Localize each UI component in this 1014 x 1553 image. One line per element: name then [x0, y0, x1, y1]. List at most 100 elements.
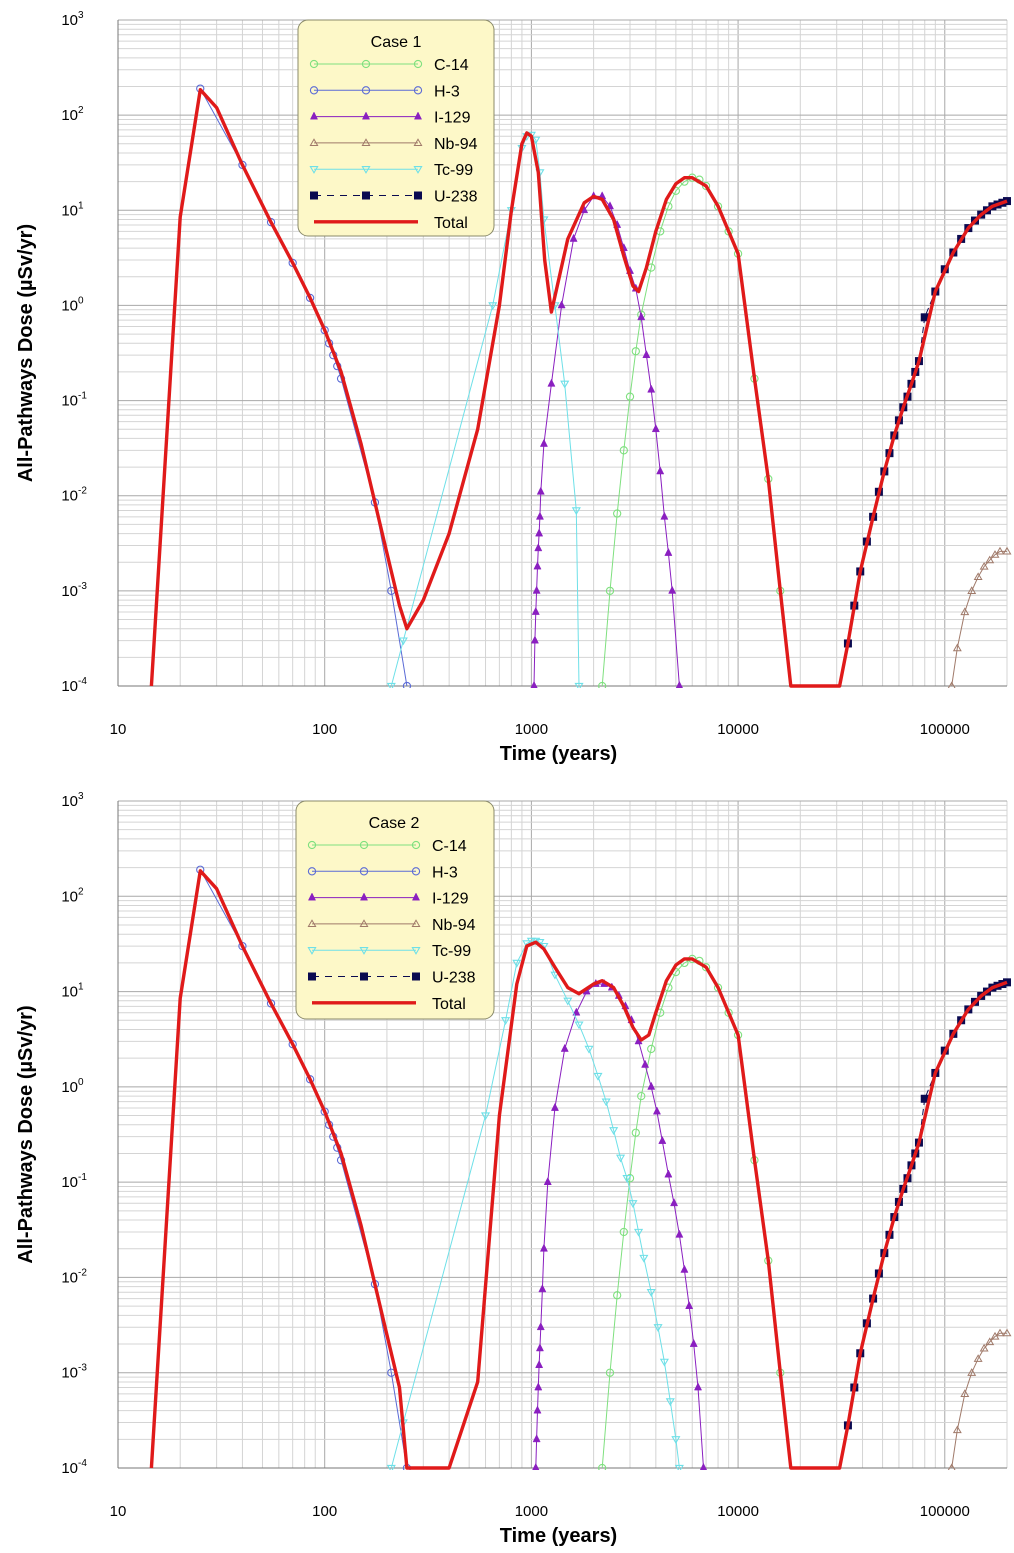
legend-marker-u-238: [412, 972, 420, 981]
data-point-i-129: [647, 384, 656, 393]
data-point-i-129: [670, 1198, 679, 1207]
data-point-i-129: [560, 1043, 569, 1052]
data-point-tc-99: [639, 1254, 649, 1263]
series-line-i-129: [535, 983, 704, 1469]
legend-label-total: Total: [434, 215, 468, 232]
y-tick-exponent: 2: [78, 886, 84, 897]
data-point-c-14: [631, 1128, 640, 1137]
data-point-nb-94: [960, 1389, 970, 1397]
legend-marker-tc-99: [309, 166, 319, 174]
data-point-tc-99: [574, 1021, 584, 1030]
legend-marker-i-129: [359, 892, 369, 901]
y-tick-label: 10: [61, 984, 78, 1001]
series-line-total: [149, 869, 1008, 1470]
data-point-tc-99: [480, 1112, 491, 1121]
legend-marker-i-129: [361, 111, 371, 120]
series-line-nb-94: [951, 550, 1007, 687]
y-tick-exponent: -2: [78, 1267, 87, 1278]
y-tick-exponent: -4: [78, 1458, 87, 1469]
legend-marker-tc-99: [307, 947, 317, 955]
data-point-i-129: [668, 585, 677, 594]
legend-marker-c-14: [411, 840, 421, 850]
data-point-nb-94: [995, 546, 1005, 555]
data-point-c-14: [605, 1368, 615, 1377]
y-axis-title: All-Pathways Dose (µSv/yr): [15, 1005, 37, 1263]
legend-marker-i-129: [411, 892, 421, 901]
legend-label-nb-94: Nb-94: [434, 136, 478, 153]
legend-box: [297, 19, 495, 237]
data-point-c-14: [637, 1091, 646, 1101]
data-point-i-129: [532, 1434, 541, 1443]
data-point-i-129: [534, 543, 543, 552]
y-tick-label: 10: [61, 297, 78, 314]
y-axis-title: All-Pathways Dose (µSv/yr): [15, 224, 37, 482]
data-point-i-129: [680, 1264, 689, 1273]
y-tick-exponent: 2: [78, 105, 84, 116]
y-tick-exponent: 0: [78, 295, 84, 306]
data-point-tc-99: [653, 1324, 663, 1332]
series-u-238: [843, 197, 1011, 648]
grid: [117, 800, 1008, 1469]
data-point-nb-94: [960, 607, 970, 616]
y-tick-label: 10: [61, 107, 78, 124]
legend-label-h-3: H-3: [434, 83, 460, 100]
data-point-tc-99: [398, 637, 408, 646]
data-point-tc-99: [601, 1098, 611, 1107]
plot-area: [149, 865, 1012, 1470]
y-tick-exponent: -4: [78, 676, 87, 687]
data-point-c-14: [605, 586, 615, 596]
data-point-tc-99: [501, 1017, 511, 1025]
data-point-i-129: [642, 350, 651, 359]
y-tick-exponent: -1: [78, 391, 87, 402]
y-tick-exponent: -2: [78, 486, 87, 497]
legend: Case 2 C-14 H-3 I-129 Nb-94 Tc-99 U-238 Total: [295, 800, 495, 1020]
data-point-c-14: [598, 681, 607, 688]
data-point-tc-99: [386, 1464, 396, 1470]
x-tick-label: 1000: [515, 721, 548, 738]
series-line-total: [149, 87, 1008, 688]
data-point-i-129: [675, 1229, 684, 1238]
legend-marker-tc-99: [413, 166, 423, 174]
data-point-i-129: [664, 547, 673, 556]
legend-label-c-14: C-14: [432, 838, 467, 855]
data-point-tc-99: [512, 959, 522, 968]
legend-marker-nb-94: [361, 138, 371, 146]
legend-label-i-129: I-129: [434, 110, 471, 127]
legend-marker-tc-99: [411, 947, 421, 955]
data-point-i-129: [533, 561, 542, 570]
legend-marker-i-129: [413, 111, 423, 120]
x-tick-label: 100000: [920, 721, 970, 738]
series-line-c-14: [601, 958, 781, 1469]
legend-title: Case 2: [369, 815, 420, 832]
legend-marker-nb-94: [411, 919, 421, 927]
x-tick-label: 10: [110, 721, 127, 738]
data-point-c-14: [625, 1174, 635, 1183]
data-point-tc-99: [571, 507, 581, 516]
x-tick-label: 10000: [717, 721, 759, 738]
x-tick-label: 100000: [920, 1503, 970, 1520]
data-point-i-129: [536, 1322, 545, 1331]
series-nb-94: [947, 1328, 1012, 1470]
data-point-i-129: [531, 606, 540, 615]
legend-marker-tc-99: [361, 166, 371, 174]
data-point-tc-99: [550, 971, 560, 980]
legend-marker-c-14: [307, 840, 317, 850]
legend-marker-u-238: [360, 972, 368, 981]
data-point-tc-99: [659, 1358, 669, 1367]
legend-marker-c-14: [359, 840, 369, 850]
data-point-i-129: [699, 1462, 708, 1470]
legend-label-u-238: U-238: [432, 970, 476, 987]
x-axis-title: Time (years): [500, 1525, 617, 1547]
y-tick-exponent: 1: [78, 982, 84, 993]
plot-area: [149, 84, 1012, 688]
series-i-129: [532, 978, 708, 1470]
data-point-tc-99: [526, 937, 536, 946]
legend-label-nb-94: Nb-94: [432, 917, 476, 934]
data-point-i-129: [535, 511, 544, 520]
y-tick-label: 10: [61, 12, 78, 29]
legend-marker-u-238: [414, 191, 422, 200]
y-tick-exponent: 3: [78, 791, 84, 802]
data-point-nb-94: [1002, 546, 1012, 555]
legend-marker-h-3: [361, 86, 371, 95]
